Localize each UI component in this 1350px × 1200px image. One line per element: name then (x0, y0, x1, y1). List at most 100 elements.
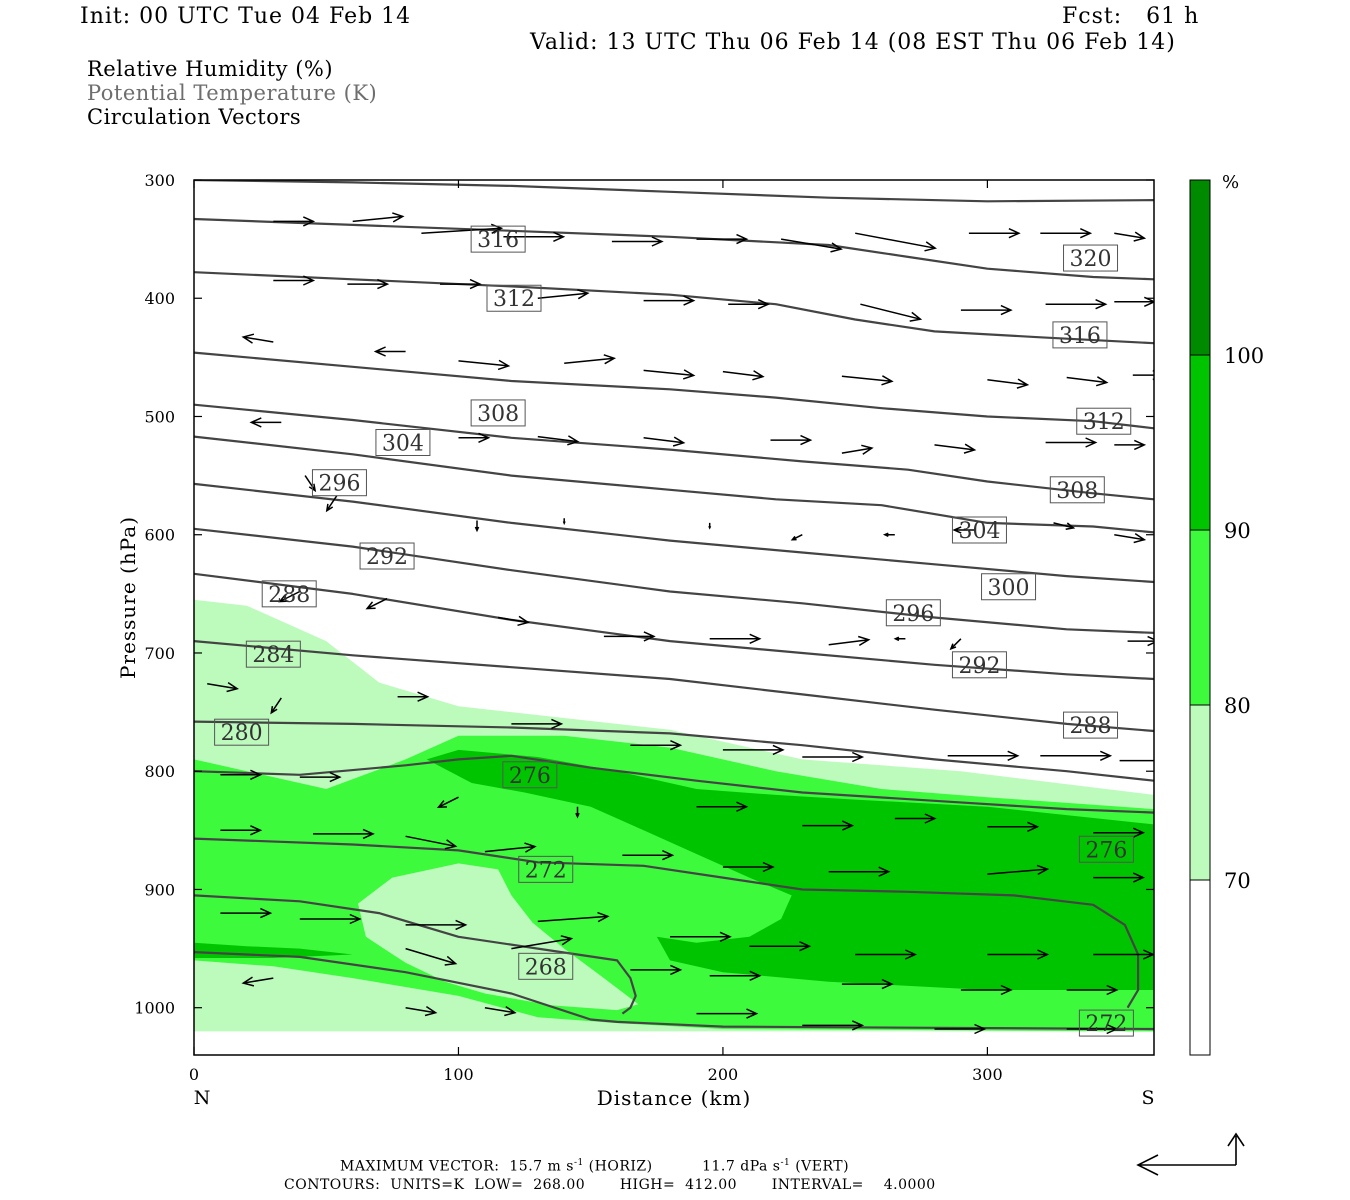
contour-label-box (951, 516, 1007, 544)
circulation-vector (474, 520, 480, 533)
field-label-rh: Relative Humidity (%) (87, 57, 334, 81)
y-tick-label: 900 (144, 880, 175, 899)
contour-label-box (1078, 835, 1134, 863)
y-tick-label: 800 (144, 762, 175, 781)
contour-label: 312 (1083, 410, 1125, 435)
circulation-vector (894, 813, 937, 824)
circulation-vector (709, 633, 762, 644)
plot-frame (193, 179, 1155, 1056)
contour-label-box (518, 952, 574, 980)
contour-label: 300 (988, 576, 1030, 601)
theta-contour (194, 527, 1154, 634)
circulation-vector (622, 850, 675, 861)
contour-label-box (1063, 244, 1119, 272)
circulation-vector (1132, 369, 1154, 381)
circulation-vector (790, 534, 803, 541)
contour-label-box (981, 573, 1037, 601)
circulation-vector (802, 1020, 865, 1031)
circulation-vector (828, 635, 871, 647)
circulation-vector (987, 864, 1050, 876)
theta-contour (194, 894, 637, 1015)
circulation-vector (802, 820, 855, 831)
circulation-vector (1040, 228, 1093, 239)
colorbar-swatch (1189, 529, 1211, 706)
circulation-vector (278, 590, 301, 603)
circulation-vector (1119, 759, 1154, 762)
colorbar-swatch (1189, 704, 1211, 881)
circulation-vector (696, 233, 749, 245)
circulation-vector (728, 299, 771, 310)
contour-label: 284 (252, 643, 294, 668)
contour-label-box (1052, 321, 1108, 349)
circulation-vector (484, 842, 537, 853)
theta-contour (194, 271, 1154, 345)
circulation-vector (893, 636, 906, 642)
contour-label-box (1078, 1009, 1134, 1037)
contour-label: 288 (268, 583, 310, 608)
circulation-vector (497, 615, 530, 627)
contour-label: 316 (1059, 324, 1101, 349)
colorbar-swatch (1189, 179, 1211, 356)
circulation-vector (373, 346, 406, 357)
circulation-vector (299, 771, 342, 783)
circulation-vector (611, 236, 664, 247)
colorbar-swatch (1189, 879, 1211, 1056)
circulation-vector (207, 681, 239, 693)
circulation-vector (1127, 635, 1154, 647)
contour-label-box (486, 284, 542, 312)
theta-contour (194, 837, 1140, 1009)
circulation-vector (564, 354, 617, 365)
circulation-vector (249, 417, 282, 428)
field-label-theta: Potential Temperature (K) (87, 81, 378, 105)
circulation-vector (1053, 522, 1076, 531)
circulation-vector (537, 435, 580, 446)
circulation-vector (709, 970, 762, 981)
circulation-vector (304, 475, 317, 493)
circulation-vector (855, 949, 918, 960)
circulation-vector (405, 835, 458, 850)
x-tick-label: 200 (708, 1065, 739, 1084)
x-end-label-left: N (194, 1087, 211, 1109)
contour-label-box (885, 599, 941, 627)
circulation-vector (397, 691, 430, 702)
circulation-vector (643, 436, 686, 447)
theta-contour (194, 482, 1154, 584)
circulation-vector (841, 444, 874, 455)
circulation-vector (749, 941, 812, 952)
circulation-vector (841, 978, 894, 990)
circulation-vector (882, 532, 895, 537)
colorbar-level-label: 80 (1224, 694, 1251, 718)
contour-label-box (502, 761, 558, 789)
contour-label-box (214, 718, 270, 746)
circulation-vector (1045, 437, 1098, 448)
circulation-vector (643, 295, 696, 306)
circulation-vector (405, 1005, 438, 1017)
circulation-vector (722, 744, 785, 756)
circulation-vector (1093, 949, 1154, 960)
circulation-vector (722, 861, 775, 873)
circulation-vector (696, 1008, 759, 1019)
circulation-vector (421, 223, 504, 234)
circulation-vector (960, 984, 1013, 996)
vert-value: 11.7 dPa s (702, 1158, 781, 1175)
circulation-vector (273, 275, 316, 286)
x-axis-title: Distance (km) (597, 1086, 752, 1110)
contour-label: 308 (477, 402, 519, 427)
circulation-vector (537, 911, 610, 923)
y-tick-label: 600 (144, 526, 175, 545)
contour-label: 320 (1070, 247, 1112, 272)
circulation-vector (347, 278, 390, 290)
circulation-vector (1040, 750, 1113, 761)
contour-label: 280 (221, 721, 263, 746)
circulation-vector (458, 432, 491, 443)
circulation-vector (241, 333, 274, 344)
contour-label: 288 (1070, 714, 1112, 739)
circulation-vector (220, 769, 263, 780)
circulation-vector (952, 526, 975, 534)
contour-label-box (1076, 407, 1132, 435)
y-tick-label: 400 (144, 289, 175, 308)
field-label-vectors: Circulation Vectors (87, 105, 302, 129)
circulation-vector (458, 359, 511, 371)
circulation-vector (968, 228, 1021, 239)
circulation-vector (1114, 439, 1147, 451)
